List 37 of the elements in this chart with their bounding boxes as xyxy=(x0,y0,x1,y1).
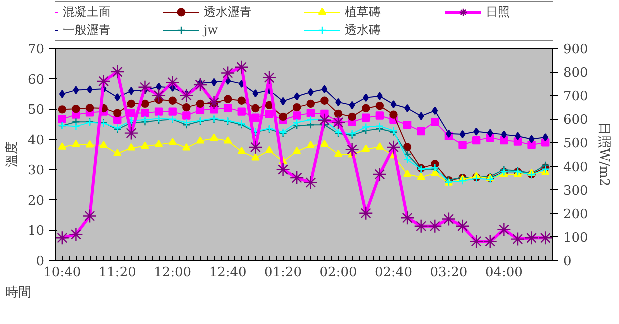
y2-tick-label: 200 xyxy=(564,207,588,222)
legend-label: 日照 xyxy=(486,4,511,20)
x-tick-label: 12:40 xyxy=(209,266,247,280)
y2-tick-label: 0 xyxy=(564,254,572,270)
y-tick-label: 10 xyxy=(28,224,45,240)
y-tick-label: 60 xyxy=(28,72,45,88)
legend-label: 混凝土面 xyxy=(63,4,112,20)
y2-tick-label: 300 xyxy=(564,184,588,199)
x-tick-label: 10:40 xyxy=(44,266,82,280)
y2-axis-title: 日照W/m2 xyxy=(596,122,612,187)
y2-tick-label: 400 xyxy=(564,160,588,176)
x-tick-label: 02:00 xyxy=(320,266,358,280)
y2-tick-label: 900 xyxy=(564,42,588,58)
x-tick-label: 02:40 xyxy=(375,266,412,280)
legend-label: 透水磚 xyxy=(345,22,382,38)
y2-tick-label: 100 xyxy=(564,230,588,246)
legend-label: jw xyxy=(204,22,219,39)
x-tick-label: 01:20 xyxy=(264,266,302,280)
y2-tick-label: 800 xyxy=(564,66,588,82)
legend-label: 透水瀝青 xyxy=(204,4,253,20)
y-tick-label: 70 xyxy=(28,42,45,58)
y-axis-title: 溫度 xyxy=(4,142,20,168)
y-tick-label: 0 xyxy=(36,254,45,270)
x-axis-title: 時間 xyxy=(6,286,32,300)
y-tick-label: 30 xyxy=(28,164,45,179)
y2-tick-label: 600 xyxy=(564,113,588,128)
x-tick-label: 04:00 xyxy=(485,266,523,280)
x-tick-label: 11:20 xyxy=(98,266,136,280)
y-tick-label: 40 xyxy=(28,133,45,148)
x-tick-label: 03:20 xyxy=(430,266,468,280)
legend-label: 植草磚 xyxy=(345,4,382,20)
y2-tick-label: 500 xyxy=(564,136,588,152)
y-tick-label: 20 xyxy=(28,194,45,209)
y2-tick-label: 700 xyxy=(564,90,588,105)
y-tick-label: 50 xyxy=(28,103,45,118)
x-tick-label: 12:00 xyxy=(154,266,192,280)
legend-label: 一般瀝青 xyxy=(63,22,112,38)
